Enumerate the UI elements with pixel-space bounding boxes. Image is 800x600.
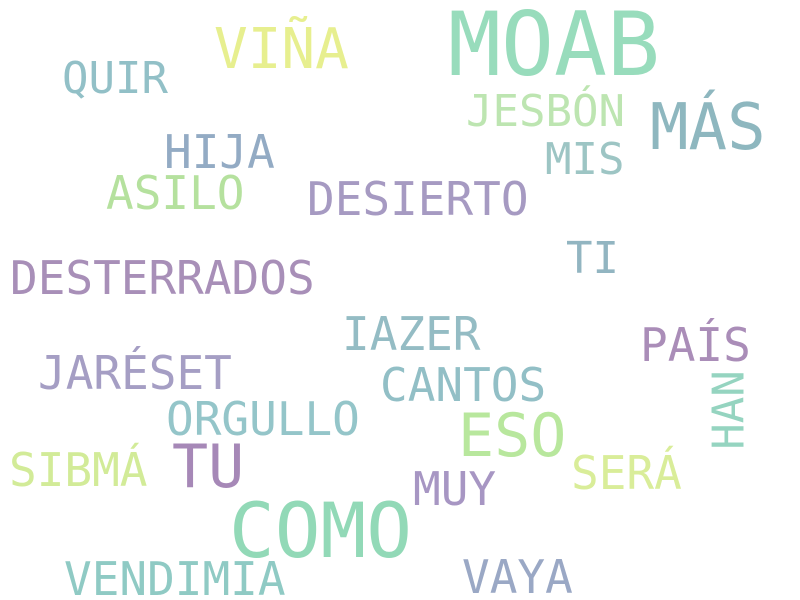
word-vina: VIÑA bbox=[214, 17, 349, 82]
word-mis: MIS bbox=[545, 134, 625, 185]
word-jesbon: JESBÓN bbox=[466, 86, 625, 137]
word-desterrados: DESTERRADOS bbox=[10, 251, 315, 305]
word-desierto: DESIERTO bbox=[307, 172, 529, 226]
word-quir: QUIR bbox=[62, 53, 168, 104]
word-vendimia: VENDIMIA bbox=[64, 552, 286, 600]
word-mas: MÁS bbox=[650, 91, 766, 165]
word-como: COMO bbox=[229, 486, 413, 575]
word-pais: PAÍS bbox=[640, 318, 751, 372]
word-orgullo: ORGULLO bbox=[166, 392, 360, 446]
word-moab: MOAB bbox=[448, 0, 660, 96]
word-sera: SERÁ bbox=[571, 446, 682, 500]
word-eso: ESO bbox=[458, 401, 567, 471]
word-vaya: VAYA bbox=[462, 550, 573, 600]
word-jareset: JARÉSET bbox=[38, 346, 232, 400]
word-muy: MUY bbox=[413, 462, 497, 516]
word-cantos: CANTOS bbox=[380, 358, 547, 412]
word-sibma: SIBMÁ bbox=[9, 443, 148, 497]
word-asilo: ASILO bbox=[106, 166, 245, 220]
word-tu: TU bbox=[172, 432, 245, 502]
word-hija: HIJA bbox=[164, 125, 275, 179]
word-han: HAN bbox=[703, 370, 755, 450]
word-iazer: IAZER bbox=[342, 307, 481, 361]
word-ti: TI bbox=[566, 233, 619, 284]
